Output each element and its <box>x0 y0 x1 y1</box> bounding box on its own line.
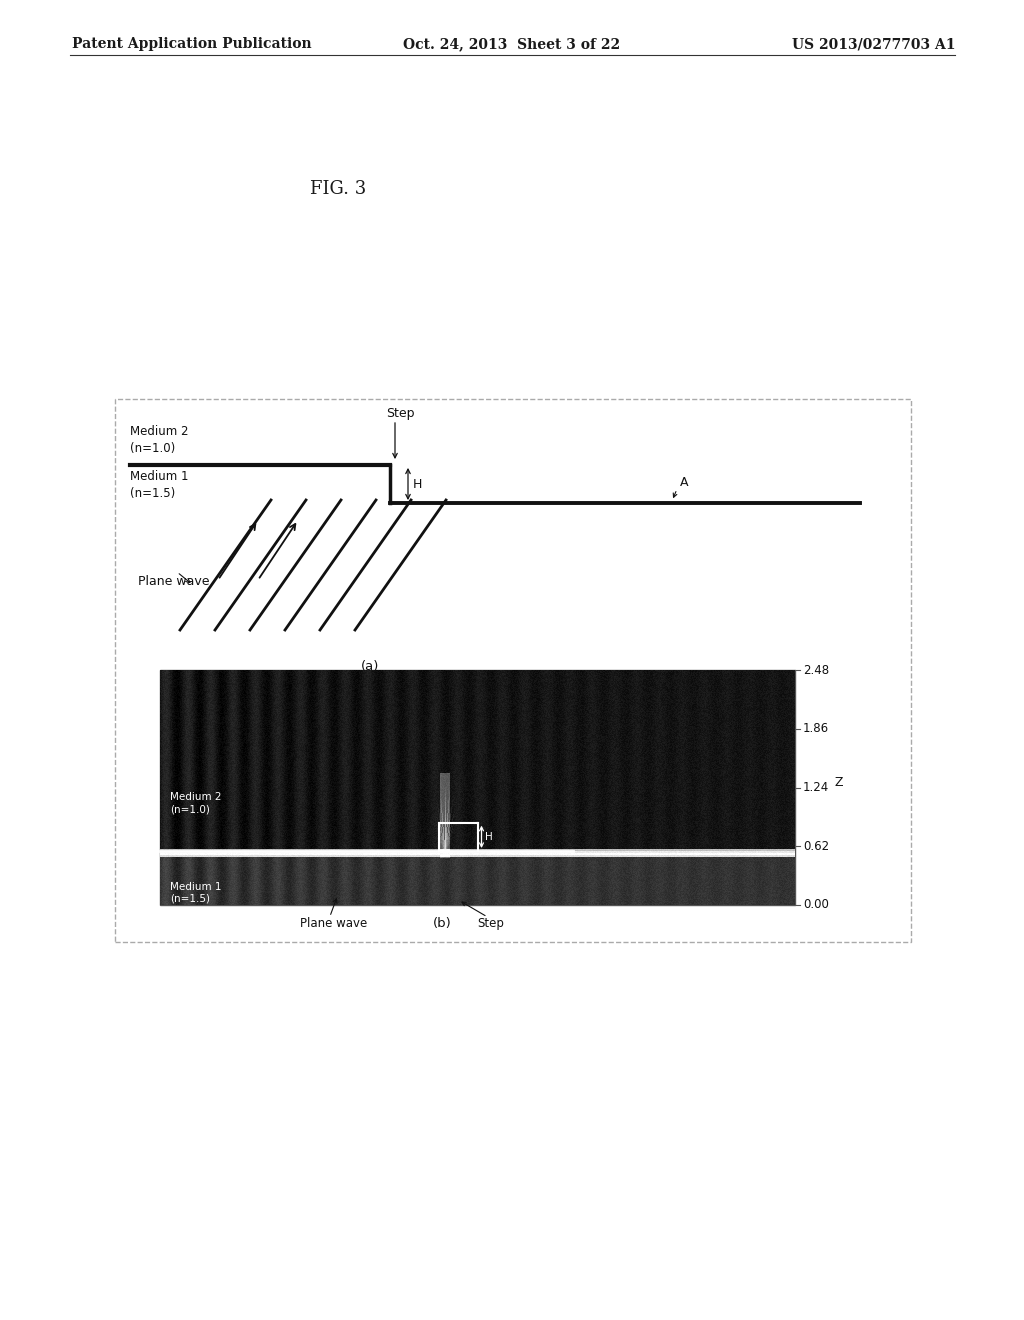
Text: (b): (b) <box>433 917 452 931</box>
Text: 0.00: 0.00 <box>803 899 828 912</box>
Text: Plane wave: Plane wave <box>300 917 367 931</box>
Text: Z: Z <box>835 776 843 789</box>
Text: Plane wave: Plane wave <box>138 576 210 587</box>
Text: Step: Step <box>477 917 505 931</box>
Text: (a): (a) <box>360 660 379 673</box>
Text: FIG. 3: FIG. 3 <box>310 180 367 198</box>
Bar <box>160 671 795 906</box>
Text: Medium 2
(n=1.0): Medium 2 (n=1.0) <box>170 792 221 814</box>
Text: Medium 2
(n=1.0): Medium 2 (n=1.0) <box>130 425 188 455</box>
Text: Patent Application Publication: Patent Application Publication <box>72 37 311 51</box>
Text: A: A <box>680 477 688 488</box>
Text: Medium 1
(n=1.5): Medium 1 (n=1.5) <box>170 882 221 904</box>
Text: Oct. 24, 2013  Sheet 3 of 22: Oct. 24, 2013 Sheet 3 of 22 <box>403 37 621 51</box>
Text: H: H <box>413 478 422 491</box>
Text: 1.86: 1.86 <box>803 722 829 735</box>
Text: 1.24: 1.24 <box>803 781 829 795</box>
Text: Step: Step <box>386 407 415 420</box>
Text: Medium 1
(n=1.5): Medium 1 (n=1.5) <box>130 470 188 500</box>
Text: 2.48: 2.48 <box>803 664 829 676</box>
Text: US 2013/0277703 A1: US 2013/0277703 A1 <box>792 37 955 51</box>
Text: 0.62: 0.62 <box>803 840 829 853</box>
Text: H: H <box>484 832 493 842</box>
